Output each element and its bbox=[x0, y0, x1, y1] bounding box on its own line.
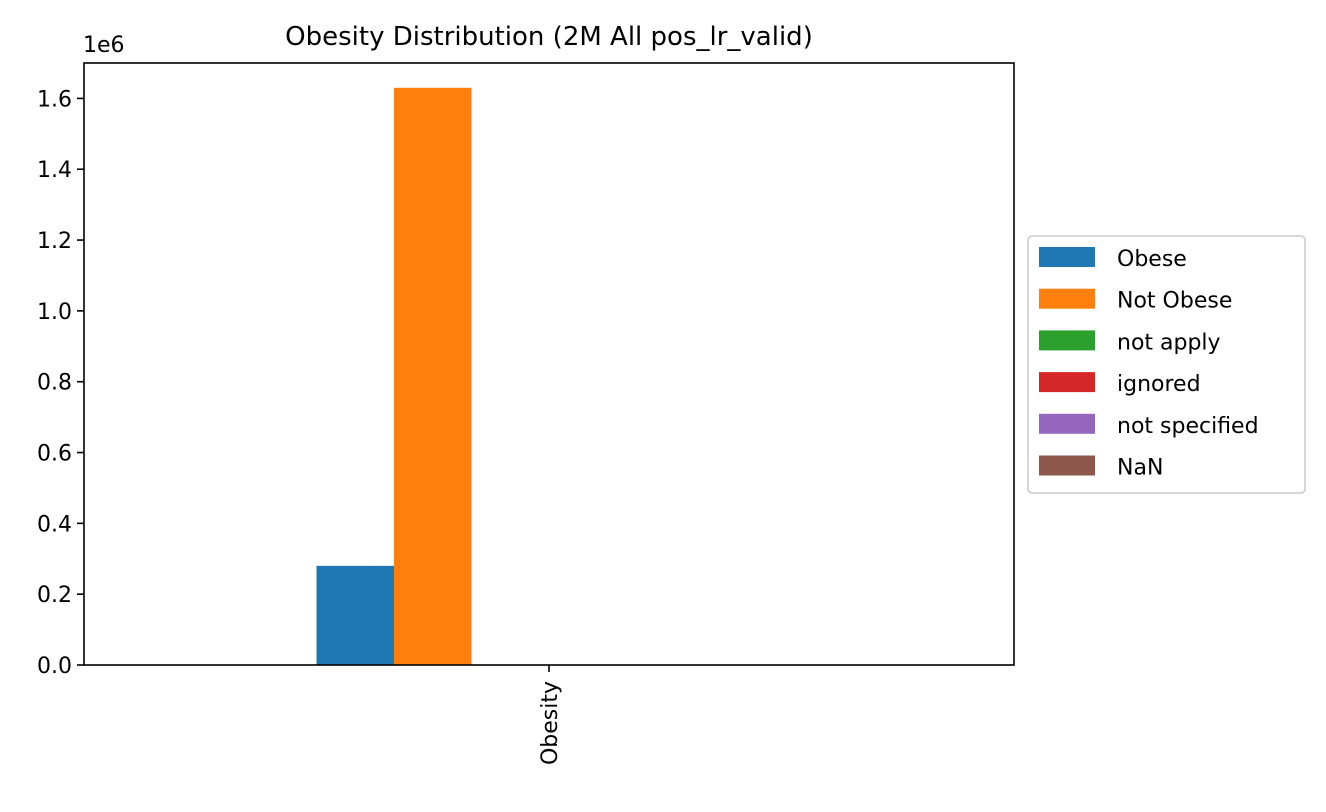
legend-label-nan: NaN bbox=[1117, 456, 1163, 481]
legend-label-obese: Obese bbox=[1117, 247, 1187, 272]
y-axis: 0.0 0.2 0.4 0.6 0.8 1.0 1.2 1.4 1.6 bbox=[37, 87, 84, 679]
legend-label-not-apply: not apply bbox=[1117, 330, 1221, 355]
legend-swatch-obese bbox=[1039, 247, 1095, 267]
y-tick-label: 0.2 bbox=[37, 583, 72, 608]
y-tick-label: 1.6 bbox=[37, 87, 72, 112]
y-tick-label: 1.0 bbox=[37, 300, 72, 325]
y-axis-offset-label: 1e6 bbox=[83, 33, 125, 58]
legend-swatch-not-obese bbox=[1039, 288, 1095, 309]
legend-swatch-nan bbox=[1039, 455, 1095, 476]
y-tick-label: 0.6 bbox=[37, 442, 72, 467]
legend-label-ignored: ignored bbox=[1117, 372, 1201, 397]
bars-group bbox=[316, 87, 472, 666]
y-tick-label: 0.8 bbox=[37, 371, 72, 396]
x-axis: Obesity bbox=[538, 665, 563, 765]
legend-swatch-not-apply bbox=[1039, 330, 1095, 351]
y-tick-label: 0.4 bbox=[37, 512, 72, 537]
legend-label-not-specified: not specified bbox=[1117, 414, 1259, 439]
y-tick-label: 0.0 bbox=[37, 654, 72, 679]
y-tick-label: 1.4 bbox=[37, 158, 72, 183]
bar-not-obese bbox=[394, 87, 472, 666]
legend-box bbox=[1027, 235, 1306, 494]
legend-label-not-obese: Not Obese bbox=[1117, 289, 1232, 314]
legend: Obese Not Obese not apply ignored not specif… bbox=[1027, 235, 1306, 494]
legend-swatch-ignored bbox=[1039, 372, 1095, 393]
bar-obese bbox=[316, 565, 394, 665]
chart-title: Obesity Distribution (2M All pos_lr_vali… bbox=[285, 22, 813, 52]
legend-swatch-not-specified bbox=[1039, 413, 1095, 434]
y-tick-label: 1.2 bbox=[37, 229, 72, 254]
plot-frame bbox=[83, 62, 1015, 666]
x-tick-label: Obesity bbox=[538, 681, 563, 765]
